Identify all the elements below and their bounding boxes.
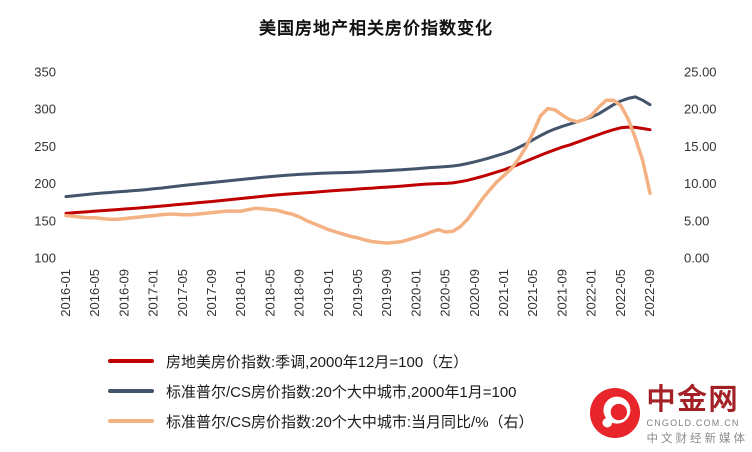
brand-domain: CNGOLD.COM.CN [646,418,740,428]
x-axis-tick: 2020-09 [467,269,482,317]
brand-watermark: 中金网 CNGOLD.COM.CN 中文财经新媒体 [589,384,749,446]
x-axis-tick: 2016-01 [58,269,73,317]
legend-line-swatch-red [108,359,154,363]
left-axis-tick: 150 [34,213,56,228]
legend-item-cs-yoy: 标准普尔/CS房价指数:20个大中城市:当月同比/%（右） [0,406,752,436]
brand-text-block: 中金网 CNGOLD.COM.CN 中文财经新媒体 [646,384,749,446]
x-axis-tick: 2019-01 [321,269,336,317]
legend-item-freddie-index: 房地美房价指数:季调,2000年12月=100（左） [0,346,752,376]
left-axis-tick: 300 [34,102,56,117]
x-axis-tick: 2021-09 [554,269,569,317]
legend-line-swatch-orange [108,419,154,423]
x-axis-tick: 2020-01 [408,269,423,317]
x-axis-tick: 2018-05 [262,269,277,317]
legend-line-swatch-dark [108,389,154,393]
x-axis-tick: 2017-01 [146,269,161,317]
right-axis-tick: 10.00 [684,176,717,191]
cngold-logo-icon [589,388,640,439]
right-axis-tick: 15.00 [684,139,717,154]
x-axis-tick: 2022-05 [613,269,628,317]
series-line-0 [64,125,652,215]
left-axis-tick: 250 [34,139,56,154]
left-axis-tick: 100 [34,251,56,266]
x-axis-tick: 2020-05 [438,269,453,317]
x-axis-tick: 2018-09 [292,269,307,317]
x-axis-tick: 2021-05 [525,269,540,317]
x-axis-tick: 2016-05 [87,269,102,317]
x-axis-tick: 2022-09 [642,269,657,317]
brand-name: 中金网 [646,384,740,417]
left-axis-tick: 200 [34,176,56,191]
right-axis-tick: 20.00 [684,102,717,117]
right-axis-tick: 0.00 [684,251,709,266]
x-axis-tick: 2022-01 [584,269,599,317]
chart-title: 美国房地产相关房价指数变化 [259,19,493,38]
x-axis-tick: 2021-01 [496,269,511,317]
series-line-2 [64,98,652,245]
legend-label-cs-index: 标准普尔/CS房价指数:20个大中城市,2000年1月=100 [166,383,517,401]
x-axis-tick: 2019-09 [379,269,394,317]
x-axis-tick: 2017-09 [204,269,219,317]
left-axis-tick: 350 [34,65,56,80]
legend: 房地美房价指数:季调,2000年12月=100（左） 标准普尔/CS房价指数:2… [0,346,752,436]
x-axis-tick: 2019-05 [350,269,365,317]
legend-label-cs-yoy: 标准普尔/CS房价指数:20个大中城市:当月同比/%（右） [166,413,534,431]
x-axis-tick: 2017-05 [175,269,190,317]
legend-label-freddie-index: 房地美房价指数:季调,2000年12月=100（左） [166,353,469,371]
legend-item-cs-index: 标准普尔/CS房价指数:20个大中城市,2000年1月=100 [0,376,752,406]
brand-tagline: 中文财经新媒体 [646,433,748,445]
series-line-1 [64,95,652,199]
right-axis-tick: 25.00 [684,65,717,80]
x-axis-tick: 2018-01 [233,269,248,317]
right-axis-tick: 5.00 [684,213,709,228]
x-axis-tick: 2016-09 [116,269,131,317]
